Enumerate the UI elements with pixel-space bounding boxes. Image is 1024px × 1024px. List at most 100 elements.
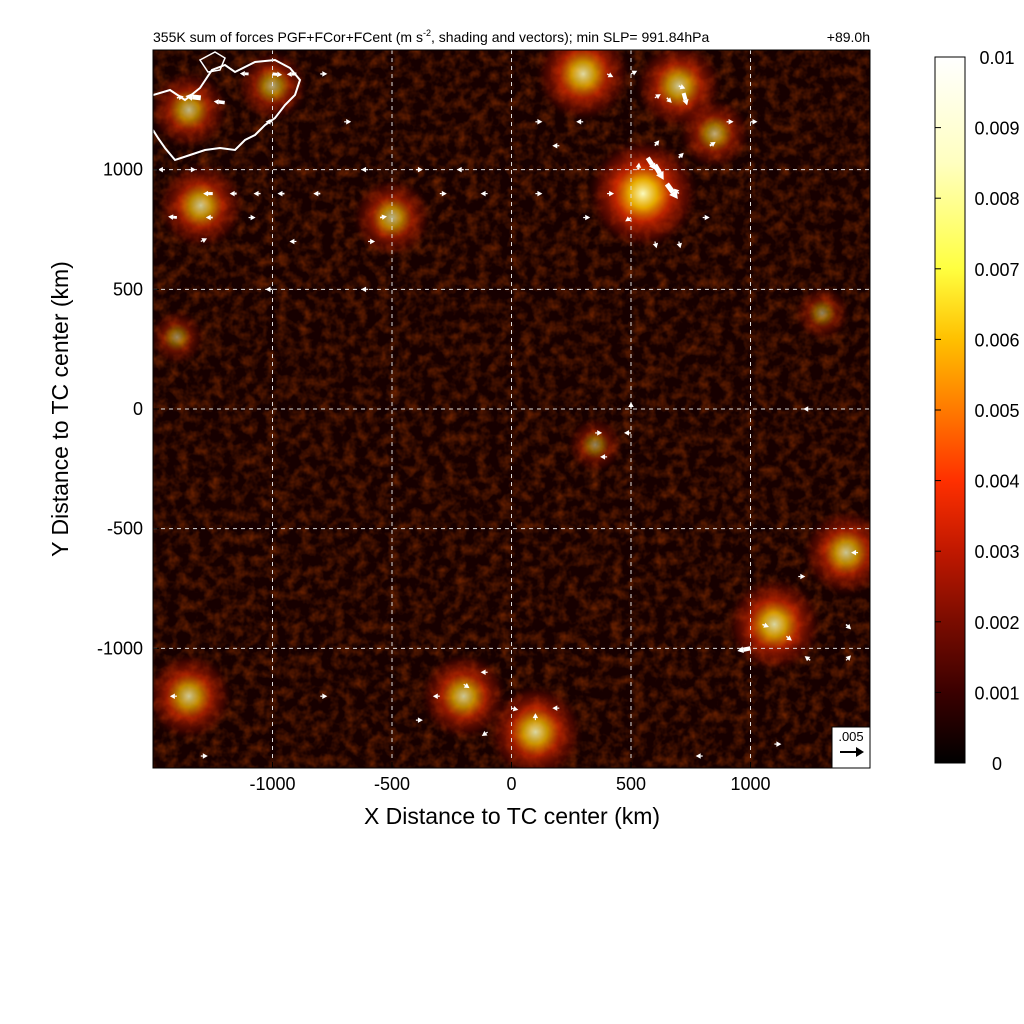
- colorbar-tick-label-10: 0: [992, 754, 1002, 774]
- force-vector-64: [804, 656, 811, 662]
- force-vector-63: [785, 635, 792, 641]
- force-vector-66: [845, 655, 852, 661]
- force-vector-60: [803, 406, 811, 412]
- colorbar-tick-label-3: 0.007: [974, 260, 1019, 280]
- force-vector-58: [361, 286, 369, 293]
- force-vector-69: [480, 669, 488, 676]
- force-vector-37: [709, 141, 716, 147]
- force-vector-13: [313, 190, 321, 197]
- force-vector-1: [185, 93, 202, 101]
- force-vector-51: [535, 190, 543, 197]
- x-tick-label-3: 500: [616, 774, 646, 794]
- force-vector-80: [695, 753, 703, 759]
- force-vector-12: [277, 190, 285, 197]
- force-vector-54: [628, 402, 634, 409]
- x-axis: -1000 -500 0 500 1000: [249, 762, 771, 794]
- heatmap-hotspot-8: [153, 652, 233, 741]
- force-vector-18: [200, 238, 208, 244]
- heatmap-hotspot-4: [535, 50, 632, 122]
- colorbar-tick-label-9: 0.001: [974, 683, 1019, 703]
- heatmap-hotspot-10: [487, 684, 584, 768]
- force-vector-20: [368, 238, 376, 245]
- force-vector-34: [681, 92, 689, 106]
- colorbar-tick-label-0: 0.01: [979, 48, 1014, 68]
- force-vector-32: [678, 84, 686, 90]
- colorbar-tick-label-7: 0.003: [974, 542, 1019, 562]
- force-vector-59: [265, 286, 273, 293]
- force-vector-50: [750, 119, 758, 125]
- force-vector-6: [320, 71, 328, 77]
- force-vector-26: [535, 119, 543, 125]
- force-vector-65: [845, 623, 852, 630]
- y-tick-label-2: 0: [133, 399, 143, 419]
- colorbar: 0.01 0.009 0.008 0.007 0.006 0.005 0.004 0.003 0…: [934, 48, 1020, 774]
- force-vector-46: [652, 241, 659, 249]
- colorbar-tick-label-2: 0.008: [974, 189, 1019, 209]
- force-vector-9: [203, 190, 213, 197]
- force-vector-40: [652, 163, 664, 180]
- force-vector-81: [774, 741, 782, 747]
- force-vector-62: [762, 622, 769, 628]
- chart-title: 355K sum of forces PGF+FCor+FCent (m s-2…: [153, 28, 709, 45]
- force-vector-16: [248, 214, 256, 221]
- force-vector-67: [851, 549, 859, 556]
- reference-vector-label: .005: [838, 729, 863, 744]
- force-vector-78: [169, 693, 177, 699]
- force-vector-5: [286, 71, 297, 77]
- y-tick-label-3: 500: [113, 279, 143, 299]
- x-axis-label: X Distance to TC center (km): [364, 803, 660, 829]
- force-vector-15: [205, 214, 213, 221]
- force-vector-33: [666, 97, 672, 103]
- force-vector-77: [320, 693, 328, 699]
- force-vector-79: [200, 753, 208, 759]
- force-vector-31: [654, 94, 661, 100]
- force-vector-3: [239, 70, 249, 77]
- force-vector-8: [188, 166, 196, 173]
- force-vector-57: [595, 430, 603, 436]
- force-vector-72: [511, 705, 519, 712]
- y-tick-label-4: 1000: [103, 160, 143, 180]
- heatmap-hotspot-3: [352, 177, 432, 258]
- force-vector-11: [253, 190, 261, 197]
- force-vector-7: [157, 166, 165, 173]
- force-vector-19: [289, 238, 297, 245]
- heatmap-hotspot-12: [802, 508, 870, 597]
- force-vector-55: [624, 430, 631, 436]
- heatmap-hotspot-15: [794, 285, 851, 342]
- force-vector-21: [265, 119, 273, 125]
- time-label: +89.0h: [827, 29, 870, 45]
- force-vector-24: [415, 166, 423, 173]
- force-vector-71: [432, 693, 440, 699]
- reference-vector-box: .005: [831, 726, 871, 769]
- heatmap-plot-area: [153, 50, 870, 768]
- heatmap-hotspot-7: [678, 97, 751, 170]
- force-vector-49: [726, 119, 734, 125]
- force-vector-2: [213, 99, 225, 105]
- force-vector-14: [168, 214, 178, 220]
- y-tick-label-0: -1000: [97, 638, 143, 658]
- force-vector-47: [676, 241, 682, 249]
- force-vector-61: [737, 646, 751, 654]
- force-vector-44: [583, 214, 591, 221]
- force-vector-29: [606, 72, 614, 78]
- force-vector-68: [798, 573, 806, 580]
- force-vector-27: [552, 142, 560, 149]
- y-tick-label-1: -500: [107, 519, 143, 539]
- force-vector-75: [481, 730, 488, 736]
- force-vector-56: [600, 454, 608, 460]
- force-vector-52: [480, 190, 488, 197]
- force-vector-53: [439, 190, 447, 197]
- heatmap-hotspot-14: [153, 309, 205, 366]
- force-vector-28: [576, 119, 584, 125]
- x-tick-label-2: 0: [506, 774, 516, 794]
- force-vectors: [157, 70, 859, 759]
- force-vector-17: [379, 214, 387, 220]
- force-vector-23: [361, 166, 369, 173]
- y-axis: -1000 -500 0 500 1000: [97, 160, 159, 658]
- force-vector-22: [344, 119, 352, 125]
- force-vector-43: [607, 190, 615, 197]
- heatmap-hotspot-1: [156, 161, 245, 250]
- coastline: [153, 58, 302, 162]
- colorbar-tick-label-8: 0.002: [974, 613, 1019, 633]
- force-vector-48: [702, 214, 710, 221]
